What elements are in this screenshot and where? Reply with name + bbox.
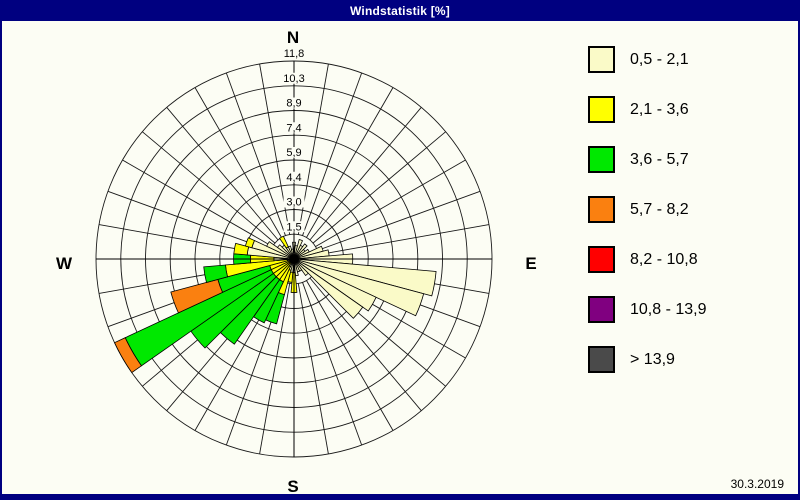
petal-sector-240 xyxy=(114,337,142,374)
ring-label: 4,4 xyxy=(286,172,301,184)
legend-label-3: 5,7 - 8,2 xyxy=(630,200,689,218)
grid-spoke xyxy=(302,72,363,236)
grid-spoke xyxy=(309,107,422,241)
legend-label-4: 8,2 - 10,8 xyxy=(630,250,698,268)
grid-spoke xyxy=(297,283,329,455)
petal-sector-130 xyxy=(293,258,364,319)
grid-spoke xyxy=(315,159,466,247)
legend-item-4: 8,2 - 10,8 xyxy=(588,246,788,273)
legend-swatch-1 xyxy=(588,96,615,123)
ring-label-bg xyxy=(280,72,308,84)
ring-label-bg xyxy=(283,122,305,134)
compass-label-west: W xyxy=(56,254,73,273)
window-title: Windstatistik [%] xyxy=(350,3,450,18)
grid-spoke xyxy=(309,277,422,411)
grid-spoke xyxy=(306,280,394,431)
legend-swatch-4 xyxy=(588,246,615,273)
ring-label-bg xyxy=(283,171,305,183)
compass-label-south: S xyxy=(287,477,298,494)
grid-spoke xyxy=(122,159,273,247)
grid-spoke xyxy=(259,283,291,455)
legend-label-1: 2,1 - 3,6 xyxy=(630,100,689,118)
grid-spoke xyxy=(306,87,394,238)
legend-item-0: 0,5 - 2,1 xyxy=(588,46,788,73)
legend-label-5: 10,8 - 13,9 xyxy=(630,300,707,318)
ring-label-bg xyxy=(280,48,308,59)
petal-sector-140 xyxy=(293,258,309,277)
legend-swatch-5 xyxy=(588,296,615,323)
grid-spoke xyxy=(318,224,490,256)
grid-spoke xyxy=(225,72,286,236)
ring-label: 7,4 xyxy=(286,122,301,134)
date-stamp: 30.3.2019 xyxy=(730,477,784,491)
wind-rose-petals xyxy=(114,235,437,374)
grid-spoke xyxy=(317,190,481,251)
grid-spoke xyxy=(142,131,276,244)
compass-label-east: E xyxy=(525,254,536,273)
legend-item-6: > 13,9 xyxy=(588,346,788,373)
legend-item-3: 5,7 - 8,2 xyxy=(588,196,788,223)
ring-label-bg xyxy=(283,221,305,233)
petal-sector-330 xyxy=(279,235,289,249)
grid-spoke xyxy=(107,190,271,251)
ring-label-bg xyxy=(283,196,305,208)
legend-label-6: > 13,9 xyxy=(630,350,675,368)
legend-swatch-0 xyxy=(588,46,615,73)
ring-label: 5,9 xyxy=(286,147,301,159)
ring-label: 3,0 xyxy=(286,197,301,209)
chart-area: 1,5 3,0 4,4 5,9 7,4 8,9 10,3 11,8 N E S W 0,5 -… xyxy=(2,21,798,494)
legend-item-1: 2,1 - 3,6 xyxy=(588,96,788,123)
grid-spoke xyxy=(194,87,282,238)
grid-spoke xyxy=(312,131,446,244)
ring-label: 1,5 xyxy=(286,221,301,233)
wind-rose-chart: 1,5 3,0 4,4 5,9 7,4 8,9 10,3 11,8 N E S W xyxy=(56,28,537,494)
ring-label-bg xyxy=(283,147,305,158)
legend-swatch-3 xyxy=(588,196,615,223)
legend: 0,5 - 2,1 2,1 - 3,6 3,6 - 5,7 5,7 - 8,2 8,2 … xyxy=(588,46,788,396)
ring-labels: 1,5 3,0 4,4 5,9 7,4 8,9 10,3 11,8 xyxy=(280,48,308,233)
legend-label-2: 3,6 - 5,7 xyxy=(630,150,689,168)
rose-center-dot xyxy=(291,256,297,262)
petal-sector-260 xyxy=(203,264,229,283)
ring-label: 8,9 xyxy=(286,98,301,110)
grid-spoke xyxy=(302,282,363,446)
grid-spoke xyxy=(166,107,279,241)
legend-item-2: 3,6 - 5,7 xyxy=(588,146,788,173)
legend-swatch-2 xyxy=(588,146,615,173)
compass-label-north: N xyxy=(287,28,299,47)
ring-label: 10,3 xyxy=(283,73,304,85)
petal-sector-110 xyxy=(293,258,425,317)
legend-label-0: 0,5 - 2,1 xyxy=(630,50,689,68)
ring-label: 11,8 xyxy=(284,48,305,60)
ring-label-bg xyxy=(283,97,305,109)
petal-sector-340 xyxy=(287,245,295,260)
petal-sector-250 xyxy=(170,278,224,314)
title-bar[interactable]: Windstatistik [%] xyxy=(0,0,800,21)
legend-swatch-6 xyxy=(588,346,615,373)
legend-item-5: 10,8 - 13,9 xyxy=(588,296,788,323)
petal-sector-120 xyxy=(293,258,377,312)
petal-sector-290 xyxy=(244,237,255,249)
